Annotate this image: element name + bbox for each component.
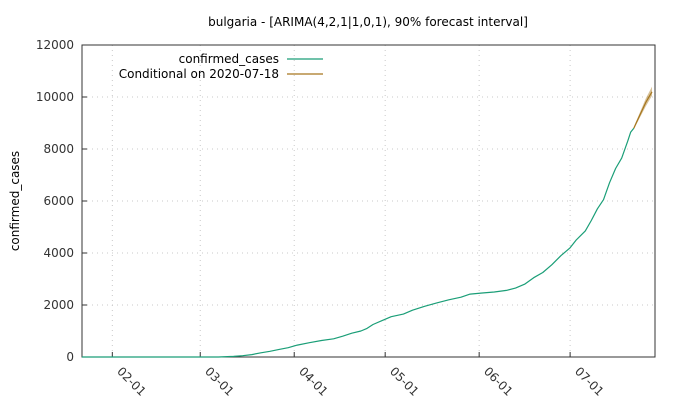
y-tick-label: 6000 [43, 194, 74, 208]
x-tick-label: 07-01 [572, 364, 607, 399]
legend: confirmed_cases Conditional on 2020-07-1… [119, 52, 323, 81]
grid-layer [82, 45, 655, 357]
x-tick-label: 04-01 [296, 364, 331, 399]
x-ticks: 02-01 03-01 04-01 05-01 06-01 07-01 [111, 352, 607, 399]
y-tick-label: 2000 [43, 298, 74, 312]
y-axis-label: confirmed_cases [8, 151, 22, 251]
x-tick-label: 03-01 [202, 364, 237, 399]
x-tick-label: 02-01 [114, 364, 149, 399]
y-tick-label: 0 [66, 350, 74, 364]
y-tick-label: 4000 [43, 246, 74, 260]
legend-label-forecast: Conditional on 2020-07-18 [119, 67, 279, 81]
series-layer [82, 91, 653, 358]
y-ticks: 0 2000 4000 6000 8000 10000 12000 [36, 38, 87, 364]
x-tick-label: 06-01 [481, 364, 516, 399]
y-tick-label: 12000 [36, 38, 74, 52]
y-tick-label: 10000 [36, 90, 74, 104]
series-line-forecast [633, 91, 653, 129]
series-line-confirmed-cases [82, 127, 635, 358]
legend-label-confirmed: confirmed_cases [179, 52, 279, 66]
chart-title: bulgaria - [ARIMA(4,2,1|1,0,1), 90% fore… [208, 15, 528, 29]
y-tick-label: 8000 [43, 142, 74, 156]
x-tick-label: 05-01 [387, 364, 422, 399]
